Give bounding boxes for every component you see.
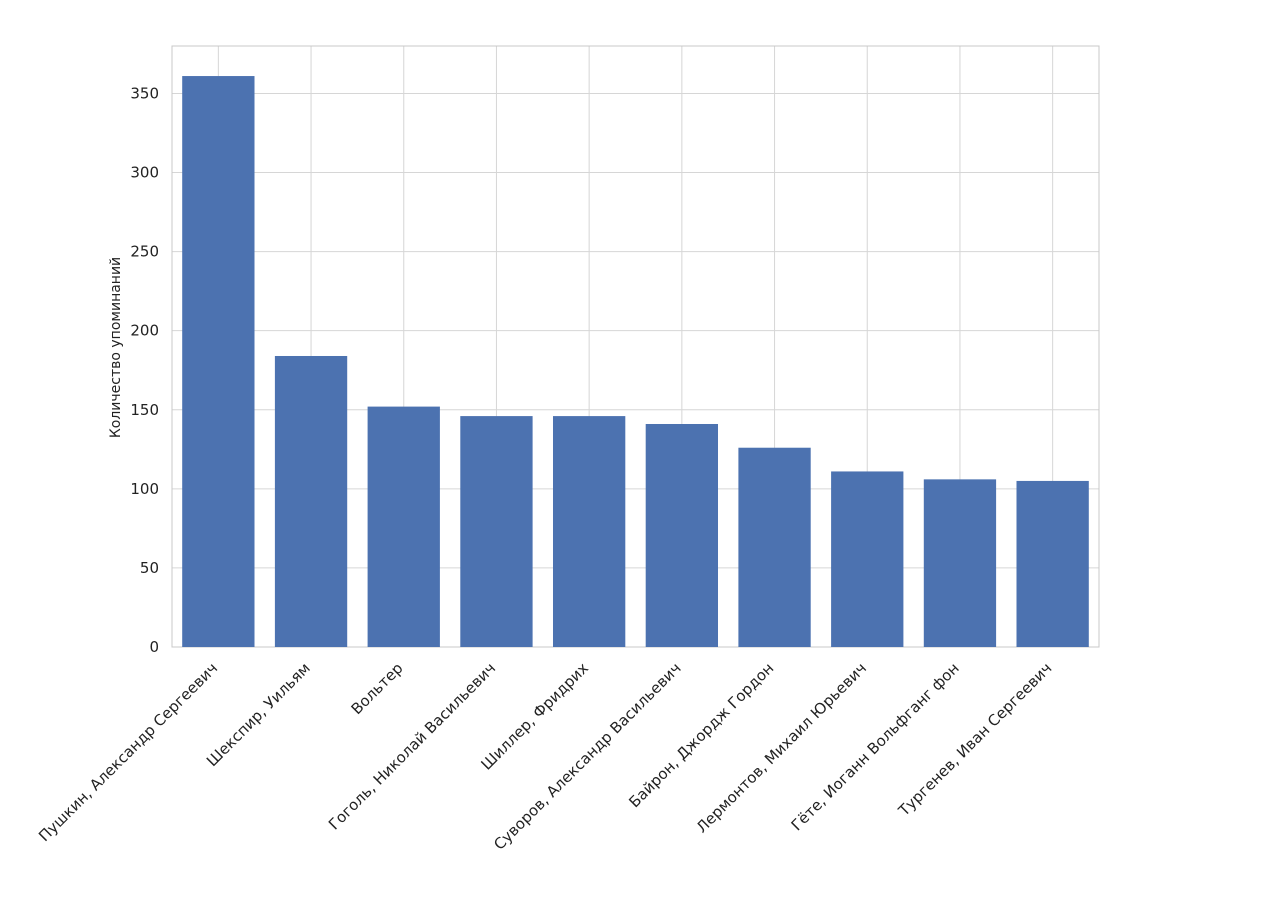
- y-tick-label: 150: [130, 401, 159, 419]
- y-axis-title: Количество упоминаний: [108, 257, 124, 438]
- bar: [831, 471, 904, 647]
- plot-area-frame: [171, 45, 1100, 648]
- bar: [182, 76, 255, 648]
- bar: [923, 479, 997, 647]
- y-tick-label: 0: [149, 638, 159, 656]
- bar: [645, 423, 719, 647]
- bar: [1016, 480, 1089, 647]
- bar: [738, 447, 811, 647]
- y-tick-label: 100: [130, 480, 159, 498]
- bar: [552, 416, 626, 647]
- bar: [460, 416, 533, 647]
- y-tick-label: 300: [130, 164, 159, 182]
- bar: [274, 355, 348, 647]
- y-tick-label: 50: [140, 559, 159, 577]
- y-tick-labels: 0 50 100 150 200 250 300 350: [130, 84, 159, 656]
- bar: [367, 406, 440, 647]
- y-tick-label: 200: [130, 322, 159, 340]
- y-tick-label: 250: [130, 243, 159, 261]
- y-tick-label: 350: [130, 84, 159, 102]
- bars-group: [182, 76, 1089, 648]
